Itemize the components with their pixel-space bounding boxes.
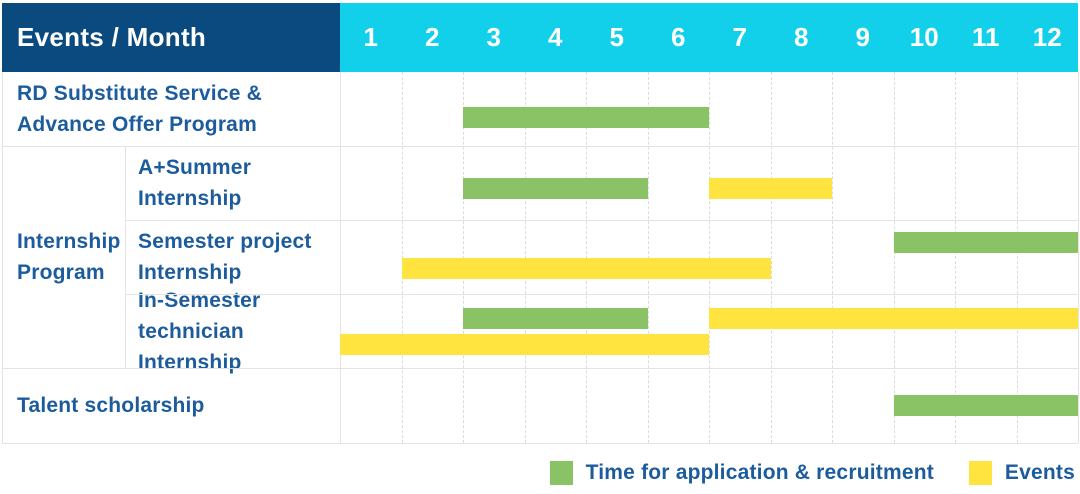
gantt-bar-event bbox=[709, 178, 832, 199]
gantt-bar-application bbox=[463, 308, 648, 329]
column-gridline bbox=[955, 72, 956, 443]
month-header-4: 4 bbox=[548, 22, 563, 52]
row-divider bbox=[125, 220, 1078, 221]
month-header-5: 5 bbox=[609, 22, 624, 52]
events-month-label: Events / Month bbox=[17, 22, 207, 52]
table-left-border bbox=[2, 72, 3, 443]
row-divider bbox=[125, 294, 1078, 295]
row-label-semester-project-internship: Semester project Internship bbox=[138, 230, 312, 284]
column-gridline bbox=[770, 72, 772, 443]
column-gridline bbox=[709, 72, 710, 443]
events-legend-label: Events bbox=[1004, 461, 1075, 484]
gantt-bar-application bbox=[893, 232, 1078, 253]
row-label-rd-substitute-service: RD Substitute Service & Advance Offer Pr… bbox=[17, 82, 262, 136]
application-legend-label: Time for application & recruitment bbox=[585, 461, 934, 484]
row-label-in-semester-technician-internship: In-Semester technician Internship bbox=[138, 288, 261, 374]
gantt-bar-application bbox=[893, 395, 1078, 416]
row-divider bbox=[2, 368, 1078, 369]
application-legend-swatch bbox=[549, 461, 573, 485]
gantt-bar-application bbox=[463, 178, 648, 199]
group-label-internship-program: Internship Program bbox=[17, 230, 121, 284]
month-header-10: 10 bbox=[909, 22, 939, 52]
month-header-8: 8 bbox=[794, 22, 809, 52]
gantt-bar-application bbox=[463, 107, 709, 128]
label-grid-divider bbox=[340, 72, 341, 443]
month-header-9: 9 bbox=[855, 22, 870, 52]
column-gridline bbox=[586, 72, 587, 443]
row-label-talent-scholarship: Talent scholarship bbox=[17, 394, 205, 417]
column-gridline bbox=[647, 72, 649, 443]
month-header-2: 2 bbox=[425, 22, 440, 52]
row-label-a-plus-summer-internship: A+Summer Internship bbox=[138, 156, 252, 210]
column-gridline bbox=[401, 72, 403, 443]
column-gridline bbox=[893, 72, 895, 443]
gantt-bar-event bbox=[340, 334, 709, 355]
table-right-border bbox=[1078, 72, 1079, 443]
month-header-3: 3 bbox=[486, 22, 501, 52]
legend: Time for application & recruitment Event… bbox=[0, 458, 1075, 488]
month-header-6: 6 bbox=[671, 22, 686, 52]
month-header-12: 12 bbox=[1032, 22, 1062, 52]
month-header-11: 11 bbox=[972, 22, 1000, 52]
column-gridline bbox=[1016, 72, 1018, 443]
column-gridline bbox=[524, 72, 526, 443]
gantt-bar-event bbox=[401, 258, 771, 279]
column-gridline bbox=[832, 72, 833, 443]
month-header-row: 1 2 3 4 5 6 7 8 9 10 11 12 bbox=[340, 3, 1078, 72]
table-bottom-border bbox=[2, 443, 1078, 444]
events-month-header-cell: Events / Month bbox=[2, 3, 340, 72]
row-divider bbox=[2, 146, 1078, 147]
column-gridline bbox=[463, 72, 464, 443]
group-sublabel-divider bbox=[125, 146, 126, 368]
month-header-7: 7 bbox=[732, 22, 747, 52]
events-legend-swatch bbox=[968, 461, 992, 485]
gantt-bar-event bbox=[709, 308, 1078, 329]
month-header-1: 1 bbox=[363, 22, 378, 52]
